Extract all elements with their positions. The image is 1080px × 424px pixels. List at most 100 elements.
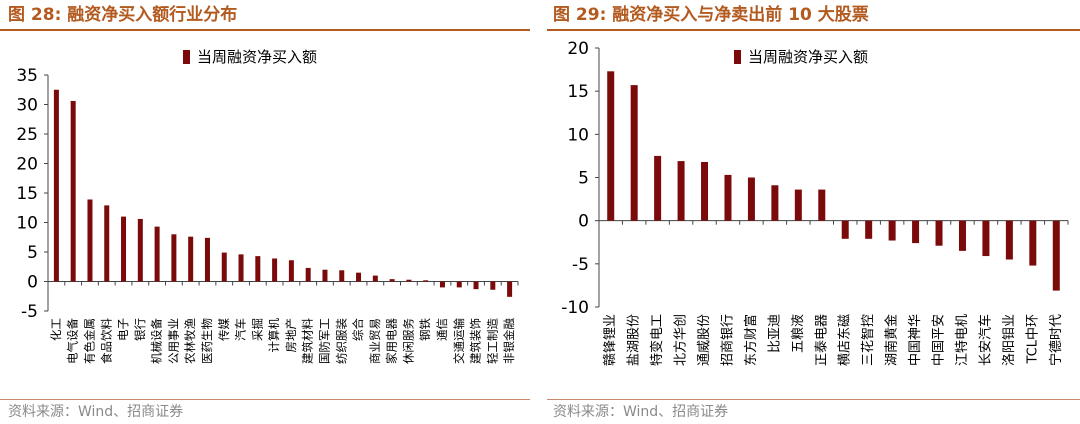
left-bar	[339, 270, 345, 282]
right-category-label: 横店东磁	[838, 314, 853, 366]
left-category-label: 纺织服装	[334, 318, 348, 364]
left-bar	[154, 226, 160, 282]
left-bar	[70, 100, 76, 282]
left-bar	[456, 281, 462, 288]
left-legend-swatch	[183, 50, 190, 64]
left-category-label: 公用事业	[166, 318, 180, 364]
right-category-label: 招商银行	[720, 314, 735, 366]
left-bar	[423, 280, 429, 282]
left-y-tick-label: 5	[27, 243, 38, 263]
right-bottom-rule	[547, 399, 1080, 400]
left-bar	[389, 279, 395, 282]
left-category-label: 非银金融	[502, 318, 516, 364]
left-bar	[87, 199, 93, 282]
left-y-tick-label: 20	[16, 155, 38, 175]
right-bar	[935, 220, 943, 246]
left-category-label: 银行	[133, 318, 147, 341]
right-category-label: 五粮液	[791, 314, 806, 353]
right-y-tick-label: 10	[567, 125, 589, 145]
right-bar	[912, 220, 920, 244]
left-bar	[238, 254, 244, 282]
left-category-label: 建筑材料	[301, 318, 315, 364]
left-category-label: 综合	[351, 318, 365, 341]
right-legend-swatch	[734, 50, 741, 64]
left-y-tick-label: 30	[16, 96, 38, 116]
right-y-tick-label: -5	[572, 255, 589, 275]
right-category-label: 赣锋锂业	[603, 314, 618, 366]
left-bar	[204, 237, 210, 282]
left-category-label: 传媒	[217, 318, 231, 341]
left-category-label: 国防军工	[317, 318, 331, 364]
right-bar	[841, 220, 849, 239]
right-figure-title: 图 29: 融资净买入与净卖出前 10 大股票	[553, 5, 869, 25]
left-bar	[221, 252, 227, 282]
right-bar	[607, 71, 615, 221]
left-category-label: 钢铁	[418, 318, 432, 341]
right-category-label: 三花智控	[860, 314, 876, 366]
left-category-label: 商业贸易	[368, 318, 382, 364]
left-bar	[356, 272, 362, 282]
left-category-label: 轻工制造	[485, 318, 499, 364]
left-title-rule	[0, 29, 530, 31]
left-y-tick-label: 10	[16, 214, 38, 234]
right-legend-label: 当周融资净买入额	[748, 48, 868, 66]
left-category-label: 房地产	[284, 318, 298, 353]
right-bar	[865, 220, 873, 239]
left-bar	[439, 281, 445, 288]
right-bar	[958, 220, 966, 251]
left-category-label: 机械设备	[150, 318, 164, 364]
left-chart: -5 0 5 10 15 20 25 30 35 化工 电气设备 有色金属 食品饮料 电子 银行 机械设备 公用…	[16, 48, 519, 364]
left-bar	[104, 205, 110, 282]
left-bar	[272, 258, 278, 282]
left-category-label: 采掘	[250, 318, 264, 341]
right-category-label: 盐湖股份	[627, 314, 642, 366]
left-bar	[288, 260, 294, 282]
right-y-tick-label: 0	[578, 212, 589, 232]
left-bar	[490, 281, 496, 290]
left-y-tick-label: 25	[16, 125, 38, 145]
right-category-label: 长安汽车	[977, 314, 993, 366]
left-category-label: 建筑装饰	[469, 318, 483, 364]
right-category-label: 中国平安	[932, 314, 947, 366]
right-chart: -10 -5 0 5 10 15 20 赣锋锂业 盐湖股份 特变电工 北方华创 通威股份 招商银行 东方财…	[561, 39, 1069, 366]
right-bar	[701, 161, 709, 221]
left-bar	[322, 269, 328, 282]
right-category-label: 东方财富	[743, 314, 759, 366]
left-y-tick-label: 35	[16, 66, 38, 86]
right-bar	[1029, 220, 1037, 266]
right-category-label: 江特电机	[955, 314, 970, 366]
right-bar	[724, 174, 732, 221]
right-bar	[654, 155, 662, 221]
left-category-label: 化工	[49, 318, 63, 341]
left-y-tick-label: -5	[21, 302, 38, 322]
left-bar	[255, 256, 261, 282]
right-category-label: 通威股份	[697, 314, 712, 366]
right-bar	[982, 220, 990, 257]
left-category-label: 休闲服务	[401, 318, 415, 364]
left-category-label: 电子	[116, 318, 130, 341]
right-bar	[747, 177, 755, 221]
left-category-label: 农林牧渔	[183, 318, 197, 364]
left-y-tick-label: 15	[16, 184, 38, 204]
left-category-label: 通信	[435, 318, 449, 341]
left-category-label: 电气设备	[66, 318, 80, 364]
right-bar	[818, 189, 826, 221]
right-y-tick-label: 15	[567, 82, 589, 102]
right-source-note: 资料来源：Wind、招商证券	[553, 404, 729, 420]
right-y-tick-label: 5	[578, 169, 589, 189]
left-bar	[188, 236, 194, 282]
right-bar	[888, 220, 896, 241]
right-category-label: 宁德时代	[1048, 314, 1064, 366]
left-bar	[473, 281, 479, 290]
right-category-label: 特变电工	[649, 314, 665, 366]
right-y-tick-label: -10	[561, 298, 589, 318]
left-bar	[171, 234, 177, 282]
right-category-label: TCL中环	[1025, 314, 1040, 365]
right-category-label: 正泰电器	[814, 314, 829, 366]
left-bar	[507, 281, 513, 297]
right-category-label: 北方华创	[673, 314, 689, 366]
left-bar	[121, 216, 127, 282]
left-bottom-rule	[0, 399, 530, 400]
right-bar	[1052, 220, 1060, 291]
right-category-label: 中国神华	[908, 314, 923, 366]
